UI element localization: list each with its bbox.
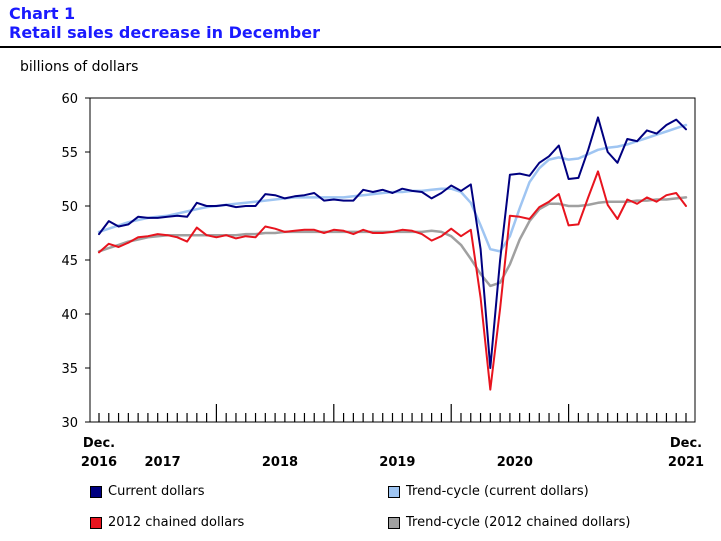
legend-item: Current dollars <box>90 484 204 499</box>
x-tick-label-year: 2016 <box>81 455 117 470</box>
legend-swatch <box>90 516 102 529</box>
legend-label: 2012 chained dollars <box>108 515 245 530</box>
series-line-2012-chained-dollars <box>98 170 687 391</box>
legend-item: 2012 chained dollars <box>90 515 244 530</box>
legend-label: Current dollars <box>108 484 205 499</box>
y-tick-label: 45 <box>61 254 78 269</box>
series-line-current-dollars <box>98 116 687 369</box>
x-tick-label-year: 2017 <box>144 455 180 470</box>
x-tick-label-year: 2018 <box>262 455 298 470</box>
x-tick-label-month: Dec. <box>83 436 115 451</box>
title-divider <box>0 46 721 48</box>
y-axis-unit-label: billions of dollars <box>20 59 139 75</box>
legend-item: Trend-cycle (2012 chained dollars) <box>388 515 630 530</box>
legend-item: Trend-cycle (current dollars) <box>388 484 589 499</box>
y-tick-label: 30 <box>61 416 78 431</box>
y-tick-label: 60 <box>61 92 78 107</box>
legend-swatch <box>388 485 400 498</box>
chart-number: Chart 1 <box>9 4 76 23</box>
y-tick-label: 35 <box>61 362 78 377</box>
x-tick-label-year: 2020 <box>497 455 533 470</box>
legend-label: Trend-cycle (2012 chained dollars) <box>406 515 631 530</box>
y-tick-label: 55 <box>61 146 78 161</box>
legend-swatch <box>388 516 400 529</box>
x-tick-label-year: 2019 <box>379 455 415 470</box>
y-tick-label: 40 <box>61 308 78 323</box>
chart-title: Retail sales decrease in December <box>9 23 320 42</box>
x-tick-label-month: Dec. <box>670 436 702 451</box>
legend-swatch <box>90 485 102 498</box>
plot-area-frame <box>89 97 696 423</box>
legend-label: Trend-cycle (current dollars) <box>406 484 589 499</box>
x-tick-label-year: 2021 <box>668 455 704 470</box>
y-tick-label: 50 <box>61 200 78 215</box>
